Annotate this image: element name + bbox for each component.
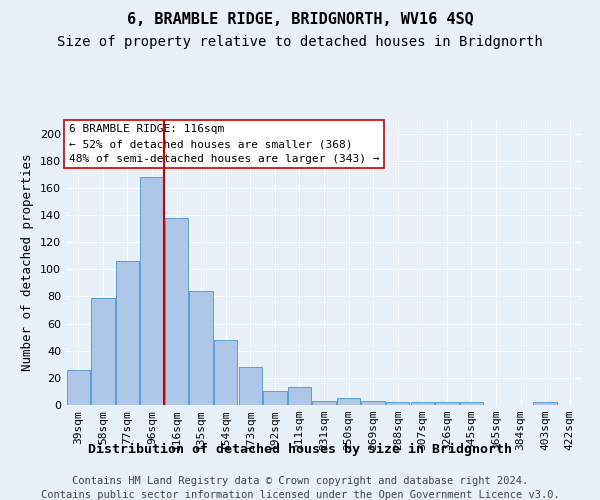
Text: Contains public sector information licensed under the Open Government Licence v3: Contains public sector information licen… bbox=[41, 490, 559, 500]
Text: 6 BRAMBLE RIDGE: 116sqm
← 52% of detached houses are smaller (368)
48% of semi-d: 6 BRAMBLE RIDGE: 116sqm ← 52% of detache… bbox=[68, 124, 379, 164]
Bar bbox=[165, 218, 188, 405]
Bar bbox=[337, 398, 360, 405]
Bar bbox=[263, 392, 287, 405]
Text: Distribution of detached houses by size in Bridgnorth: Distribution of detached houses by size … bbox=[88, 442, 512, 456]
Bar bbox=[67, 370, 90, 405]
Bar bbox=[435, 402, 458, 405]
Text: Contains HM Land Registry data © Crown copyright and database right 2024.: Contains HM Land Registry data © Crown c… bbox=[72, 476, 528, 486]
Bar bbox=[361, 401, 385, 405]
Bar bbox=[239, 367, 262, 405]
Bar bbox=[190, 291, 213, 405]
Text: 6, BRAMBLE RIDGE, BRIDGNORTH, WV16 4SQ: 6, BRAMBLE RIDGE, BRIDGNORTH, WV16 4SQ bbox=[127, 12, 473, 28]
Bar bbox=[140, 177, 164, 405]
Text: Size of property relative to detached houses in Bridgnorth: Size of property relative to detached ho… bbox=[57, 35, 543, 49]
Bar bbox=[313, 401, 335, 405]
Bar bbox=[288, 388, 311, 405]
Bar bbox=[386, 402, 409, 405]
Bar bbox=[410, 402, 434, 405]
Bar bbox=[460, 402, 483, 405]
Bar bbox=[533, 402, 557, 405]
Bar bbox=[116, 261, 139, 405]
Bar bbox=[91, 298, 115, 405]
Bar bbox=[214, 340, 238, 405]
Y-axis label: Number of detached properties: Number of detached properties bbox=[22, 154, 34, 371]
